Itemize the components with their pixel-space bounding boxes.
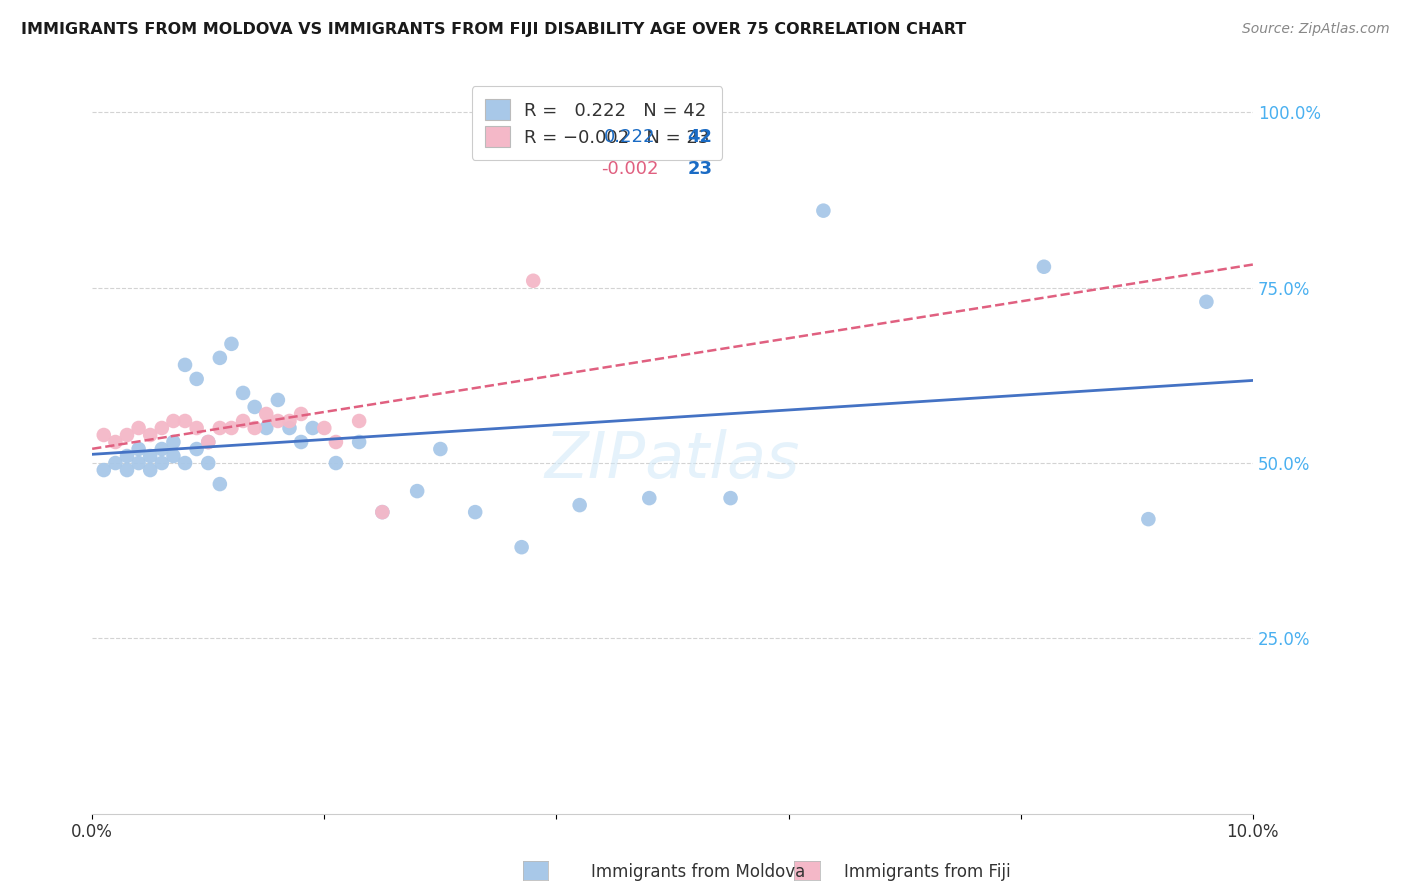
Text: -0.002: -0.002 [600, 160, 658, 178]
Point [1195, 294, 1218, 309]
Point [221, 336, 243, 351]
Point [290, 407, 312, 421]
Point [186, 372, 208, 386]
Point [197, 435, 219, 450]
Point [115, 463, 138, 477]
Point [278, 421, 301, 435]
Point [1137, 512, 1160, 526]
Point [720, 491, 742, 505]
Point [243, 400, 266, 414]
Point [162, 449, 184, 463]
Point [568, 498, 591, 512]
Point [429, 442, 451, 456]
Point [150, 456, 173, 470]
Text: ZIPatlas: ZIPatlas [544, 429, 800, 491]
Text: Immigrants from Moldova: Immigrants from Moldova [591, 863, 804, 881]
Text: Source: ZipAtlas.com: Source: ZipAtlas.com [1241, 22, 1389, 37]
Point [232, 386, 254, 401]
Text: Immigrants from Fiji: Immigrants from Fiji [844, 863, 1011, 881]
Point [371, 505, 394, 519]
Point [522, 274, 544, 288]
Point [510, 540, 533, 554]
Point [813, 203, 835, 218]
Point [221, 421, 243, 435]
Point [243, 421, 266, 435]
Point [128, 442, 150, 456]
Point [267, 392, 290, 407]
Legend: R =   0.222   N = 42, R = −0.002   N = 23: R = 0.222 N = 42, R = −0.002 N = 23 [472, 87, 723, 160]
Point [638, 491, 661, 505]
Point [139, 428, 162, 442]
Point [325, 456, 347, 470]
Point [197, 435, 219, 450]
Point [301, 421, 323, 435]
Point [1032, 260, 1054, 274]
Point [162, 414, 184, 428]
Point [174, 414, 197, 428]
Point [104, 435, 127, 450]
Point [278, 414, 301, 428]
Point [267, 414, 290, 428]
Point [325, 435, 347, 450]
Point [128, 421, 150, 435]
Point [174, 358, 197, 372]
Text: 23: 23 [688, 160, 713, 178]
Text: 42: 42 [688, 128, 713, 145]
Point [254, 421, 277, 435]
Point [150, 421, 173, 435]
Point [162, 435, 184, 450]
Point [314, 421, 336, 435]
Text: IMMIGRANTS FROM MOLDOVA VS IMMIGRANTS FROM FIJI DISABILITY AGE OVER 75 CORRELATI: IMMIGRANTS FROM MOLDOVA VS IMMIGRANTS FR… [21, 22, 966, 37]
Point [254, 407, 277, 421]
Text: 0.222: 0.222 [605, 128, 655, 145]
Point [186, 442, 208, 456]
Point [208, 477, 231, 491]
Point [347, 435, 370, 450]
Point [139, 449, 162, 463]
Point [232, 414, 254, 428]
Point [115, 428, 138, 442]
Point [93, 463, 115, 477]
Point [347, 414, 370, 428]
Point [128, 456, 150, 470]
Point [174, 456, 197, 470]
Point [186, 421, 208, 435]
Point [104, 456, 127, 470]
Point [406, 484, 429, 499]
Point [208, 421, 231, 435]
Point [371, 505, 394, 519]
Point [290, 435, 312, 450]
Point [197, 456, 219, 470]
Point [208, 351, 231, 365]
Point [464, 505, 486, 519]
Point [139, 463, 162, 477]
Point [115, 449, 138, 463]
Point [93, 428, 115, 442]
Point [150, 442, 173, 456]
